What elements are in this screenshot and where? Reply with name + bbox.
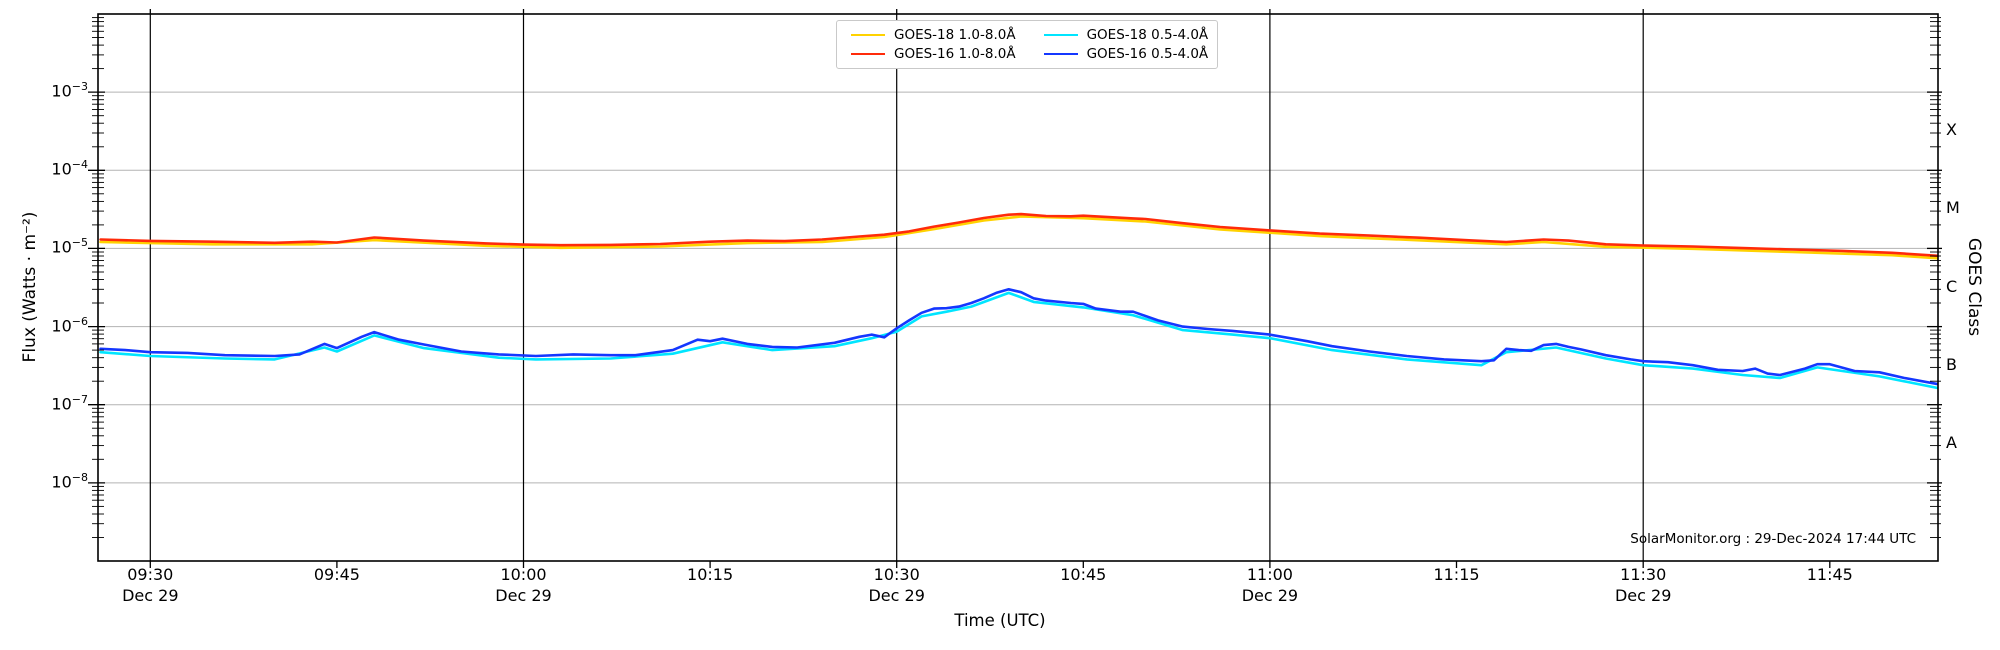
legend-line-swatch-goes16-long — [851, 53, 885, 55]
goes-class-label: C — [1946, 276, 1958, 296]
curve-goes18-long — [99, 215, 1938, 260]
y-tick-label: 10−8 — [51, 470, 88, 492]
legend-line-swatch-goes18-short — [1043, 34, 1078, 36]
legend-label-goes16-long: GOES-16 1.0-8.0Å — [894, 46, 1016, 62]
goes-class-label: M — [1946, 198, 1960, 218]
x-tick-label: 10:00 — [500, 565, 547, 584]
legend-label-goes18-short: GOES-18 0.5-4.0Å — [1086, 27, 1209, 43]
x-tick-label: 10:45 — [1060, 565, 1107, 584]
goes-class-label: A — [1946, 432, 1957, 452]
goes-class-label: X — [1946, 120, 1957, 140]
x-tick-date-label: Dec 29 — [1614, 586, 1672, 605]
y-tick-label: 10−5 — [51, 236, 88, 257]
x-tick-label: 11:30 — [1620, 565, 1667, 584]
legend-label-goes16-short: GOES-16 0.5-4.0Å — [1086, 46, 1209, 62]
curves-group — [99, 212, 1938, 390]
y-axis-label: Flux (Watts · m⁻²) — [20, 211, 40, 363]
legend-line-swatch-goes16-short — [1043, 53, 1078, 55]
plot-border — [97, 13, 1939, 562]
x-tick-date-label: Dec 29 — [868, 586, 925, 605]
goes-class-label: B — [1946, 354, 1957, 374]
curve-goes16-long — [99, 212, 1938, 258]
x-tick-label: 09:30 — [127, 565, 174, 584]
x-tick-date-label: Dec 29 — [1241, 586, 1299, 605]
legend-item-goes18-long: GOES-18 1.0-8.0Å — [851, 27, 1016, 43]
x-tick-label: 09:45 — [313, 565, 360, 584]
x-tick-date-label: Dec 29 — [495, 586, 552, 605]
legend: GOES-18 1.0-8.0Å GOES-18 0.5-4.0Å GOES-1… — [836, 20, 1218, 69]
legend-item-goes18-short: GOES-18 0.5-4.0Å — [1043, 27, 1209, 43]
x-tick-label: 11:45 — [1806, 565, 1853, 584]
right-axis-label: GOES Class — [1964, 237, 1984, 337]
curve-goes18-short — [99, 291, 1938, 390]
y-tick-label: 10−3 — [51, 80, 88, 101]
y-tick-label: 10−7 — [51, 392, 88, 414]
curve-goes16-short — [99, 287, 1938, 386]
x-axis-label: Time (UTC) — [954, 611, 1046, 630]
legend-label-goes18-long: GOES-18 1.0-8.0Å — [894, 27, 1016, 43]
x-tick-label: 10:15 — [687, 565, 734, 584]
solarmonitor-timestamp: SolarMonitor.org : 29-Dec-2024 17:44 UTC — [1630, 531, 1916, 547]
x-tick-label: 10:30 — [873, 565, 920, 584]
x-tick-label: 11:00 — [1246, 565, 1293, 584]
legend-item-goes16-long: GOES-16 1.0-8.0Å — [851, 46, 1016, 62]
x-tick-date-label: Dec 29 — [122, 586, 179, 605]
y-tick-label: 10−4 — [51, 158, 88, 179]
y-tick-label: 10−6 — [51, 314, 88, 335]
x-tick-label: 11:15 — [1433, 565, 1480, 584]
legend-item-goes16-short: GOES-16 0.5-4.0Å — [1043, 46, 1209, 62]
legend-line-swatch-goes18-long — [851, 34, 885, 36]
